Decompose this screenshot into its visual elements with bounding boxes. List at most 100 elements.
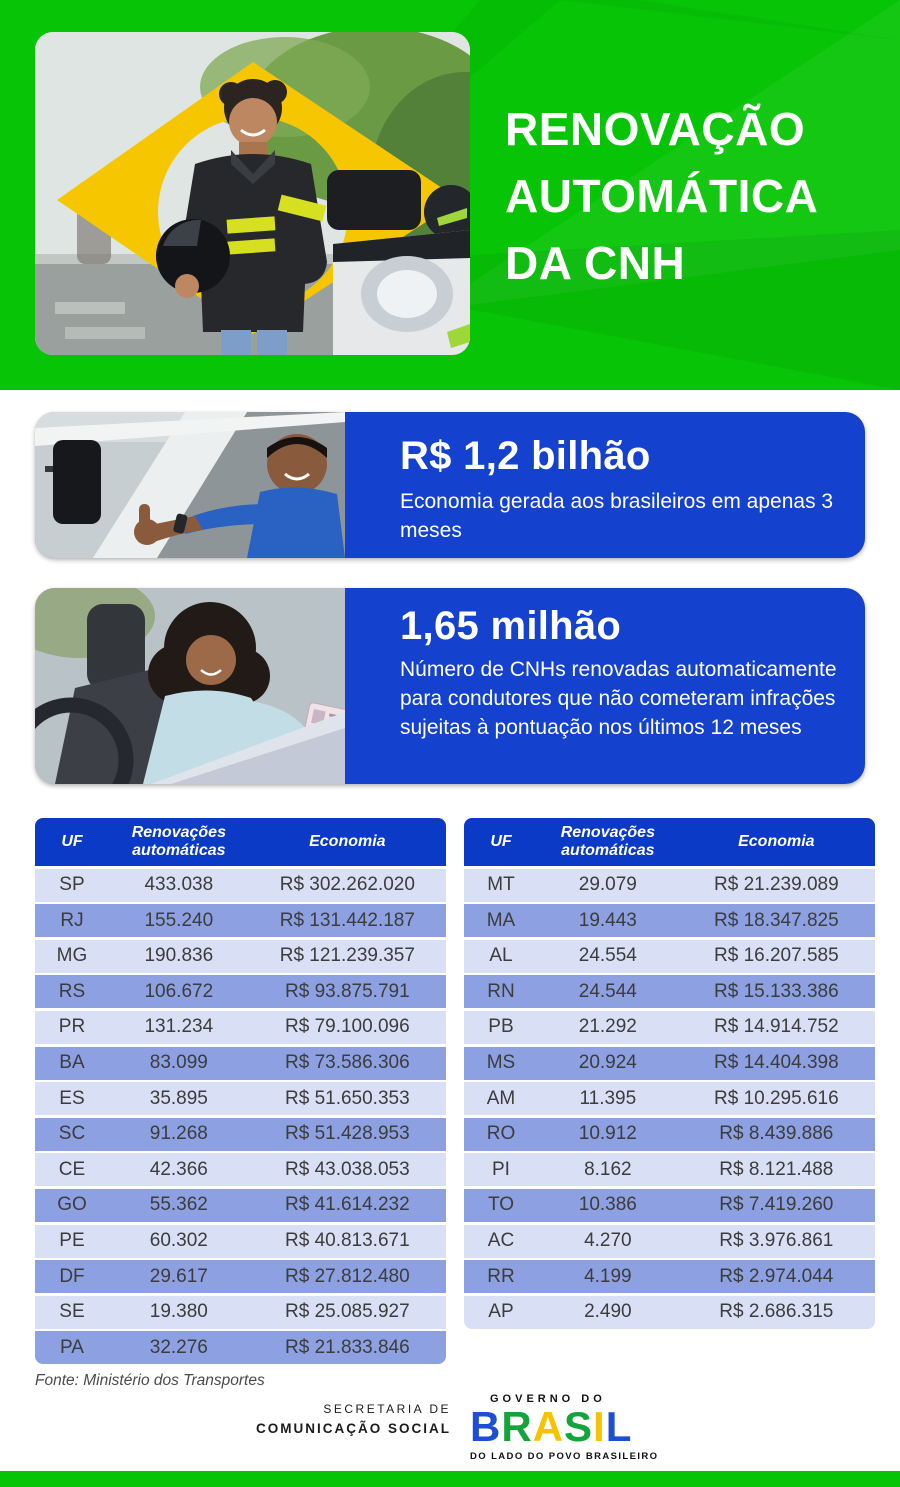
uf-cell: TO [487,1194,514,1216]
stat-value: 1,65 milhão [400,604,622,648]
table-row: PR 131.234 R$ 79.100.096 [35,1010,446,1044]
economia-cell: R$ 7.419.260 [719,1194,834,1216]
uf-cell: ES [59,1087,85,1109]
renovacoes-cell: 155.240 [144,909,214,931]
economia-cell: R$ 10.295.616 [714,1087,839,1109]
column-header: Economia [738,833,815,850]
table-row: SP 433.038 R$ 302.262.020 [35,868,446,902]
uf-cell: BA [59,1052,85,1074]
economia-cell: R$ 2.686.315 [719,1301,834,1323]
table-row: MA 19.443 R$ 18.347.825 [464,904,875,938]
uf-cell: DF [59,1265,85,1287]
economia-cell: R$ 121.239.357 [279,945,415,967]
page-title-line-2: AUTOMÁTICA [505,170,819,222]
stat-description: Economia gerada aos brasileiros em apena… [400,490,834,542]
table-uf-left: UF Renovações automáticas Economia SP 433.0… [35,818,446,1365]
stat-card-renovacoes: 1,65 milhão Número de CNHs renovadas aut… [35,588,865,784]
economia-cell: R$ 2.974.044 [719,1265,834,1287]
brasil-letter: I [593,1403,606,1450]
renovacoes-cell: 21.292 [578,1016,637,1038]
uf-cell: SE [59,1301,85,1323]
uf-cell: RJ [60,909,84,931]
table-row: TO 10.386 R$ 7.419.260 [464,1188,875,1222]
uf-cell: RS [58,980,86,1002]
table-row: BA 83.099 R$ 73.586.306 [35,1046,446,1080]
renovacoes-cell: 29.617 [149,1265,208,1287]
economia-cell: R$ 27.812.480 [285,1265,410,1287]
renovacoes-cell: 32.276 [149,1336,208,1358]
driver-license-photo [35,588,345,784]
header-photo-motorcyclist [35,32,470,355]
uf-cell: PR [58,1016,86,1038]
economia-cell: R$ 131.442.187 [279,909,415,931]
brasil-wordmark: BRASIL [470,1406,690,1448]
gov-logo-bottom-text: DO LADO DO POVO BRASILEIRO [470,1451,659,1462]
governo-do-brasil-logo: GOVERNO DO BRASIL DO LADO DO POVO BRASIL… [470,1393,690,1462]
renovacoes-cell: 35.895 [149,1087,208,1109]
renovacoes-cell: 24.554 [578,945,637,967]
economia-cell: R$ 302.262.020 [279,874,415,896]
renovacoes-cell: 83.099 [149,1052,208,1074]
brasil-letter: S [564,1403,594,1450]
brasil-letter: A [532,1403,565,1450]
economia-cell: R$ 21.833.846 [285,1336,410,1358]
table-row: RN 24.544 R$ 15.133.386 [464,975,875,1009]
secom-wordmark: SECRETARIA DE COMUNICAÇÃO SOCIAL [256,1402,451,1436]
economia-cell: R$ 18.347.825 [714,909,839,931]
renovacoes-cell: 42.366 [149,1158,208,1180]
renovacoes-cell: 19.380 [149,1301,208,1323]
table-row: AM 11.395 R$ 10.295.616 [464,1082,875,1116]
table-row: RO 10.912 R$ 8.439.886 [464,1117,875,1151]
page-title-line-1: RENOVAÇÃO [505,103,806,155]
table-row: DF 29.617 R$ 27.812.480 [35,1260,446,1294]
brasil-letter: L [605,1403,633,1450]
brasil-letter: B [470,1403,502,1450]
table-row: PE 60.302 R$ 40.813.671 [35,1224,446,1258]
uf-cell: MA [486,909,516,931]
footer-green-bar [0,1471,900,1487]
uf-cell: AC [487,1230,515,1252]
renovacoes-cell: 433.038 [144,874,214,896]
renovacoes-cell: 131.234 [144,1016,214,1038]
economia-cell: R$ 3.976.861 [719,1230,834,1252]
uf-cell: MT [487,874,515,896]
table-row: SE 19.380 R$ 25.085.927 [35,1295,446,1329]
page-title: RENOVAÇÃO AUTOMÁTICA DA CNH [505,96,875,297]
source-note: Fonte: Ministério dos Transportes [35,1372,265,1389]
economia-cell: R$ 41.614.232 [285,1194,410,1216]
uf-cell: MG [56,945,88,967]
table-row: RR 4.199 R$ 2.974.044 [464,1260,875,1294]
table-row: CE 42.366 R$ 43.038.053 [35,1153,446,1187]
table-row: PA 32.276 R$ 21.833.846 [35,1331,446,1365]
economia-cell: R$ 40.813.671 [285,1230,410,1252]
economia-cell: R$ 51.428.953 [285,1123,410,1145]
flag-diamond-photo-illustration [35,32,470,355]
renovacoes-cell: 29.079 [578,874,637,896]
table-row: AC 4.270 R$ 3.976.861 [464,1224,875,1258]
table-row: PI 8.162 R$ 8.121.488 [464,1153,875,1187]
economia-cell: R$ 51.650.353 [285,1087,410,1109]
column-header: UF [490,833,512,850]
gov-logo-top-text: GOVERNO DO [490,1393,606,1405]
renovacoes-cell: 10.912 [578,1123,637,1145]
economia-cell: R$ 21.239.089 [714,874,839,896]
table-row: ES 35.895 R$ 51.650.353 [35,1082,446,1116]
column-header: Renovações automáticas [560,824,655,859]
brasil-letter: R [501,1403,533,1450]
header-section: RENOVAÇÃO AUTOMÁTICA DA CNH [0,0,900,390]
renovacoes-cell: 91.268 [149,1123,208,1145]
economia-cell: R$ 93.875.791 [285,980,410,1002]
table-row: RS 106.672 R$ 93.875.791 [35,975,446,1009]
renovacoes-cell: 11.395 [579,1087,637,1109]
woman-license-illustration [35,588,345,784]
column-header: Renovações automáticas [131,824,226,859]
uf-cell: AL [489,945,513,967]
renovacoes-cell: 2.490 [584,1301,632,1323]
uf-cell: RR [487,1265,515,1287]
economia-cell: R$ 25.085.927 [285,1301,410,1323]
renovacoes-cell: 55.362 [149,1194,208,1216]
table-header: UF Renovações automáticas Economia [35,818,446,866]
table-row: RJ 155.240 R$ 131.442.187 [35,904,446,938]
renovacoes-cell: 20.924 [578,1052,637,1074]
economia-cell: R$ 43.038.053 [285,1158,410,1180]
